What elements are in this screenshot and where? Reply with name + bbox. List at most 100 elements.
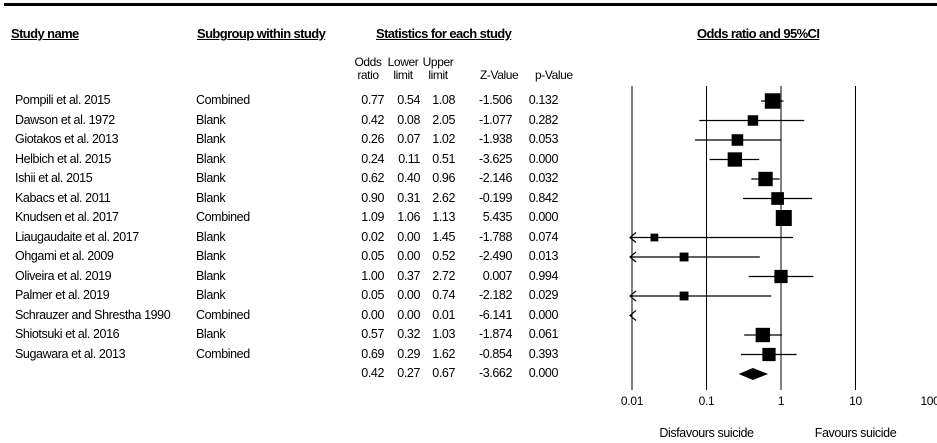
- lower-limit-cell: 0.08: [397, 112, 420, 127]
- ci-arrow: [629, 251, 637, 263]
- upper-limit-cell: 2.05: [432, 112, 455, 127]
- study-name-cell: Liaugaudaite et al. 2017: [15, 229, 139, 244]
- z-value-cell: -2.182: [478, 288, 512, 302]
- study-name-cell: Helbich et al. 2015: [15, 151, 111, 166]
- study-name-cell: Pompili et al. 2015: [15, 93, 111, 107]
- subgroup-cell: Blank: [196, 327, 226, 341]
- effect-marker: [775, 210, 792, 226]
- lower-limit-cell: 1.06: [397, 210, 420, 224]
- p-value-cell: 0.029: [528, 288, 559, 302]
- z-value-cell: -1.788: [478, 229, 512, 244]
- subgroup-cell: Blank: [196, 151, 226, 166]
- subgroup-cell: Blank: [196, 249, 226, 263]
- z-value-cell: -0.199: [478, 190, 512, 205]
- study-name-cell: Ishii et al. 2015: [15, 171, 93, 185]
- subgroup-cell: Blank: [196, 132, 226, 146]
- lower-limit-cell: 0.00: [397, 229, 420, 244]
- lower-limit-cell: 0.11: [398, 151, 420, 166]
- x-tick-label: 1: [778, 394, 785, 408]
- effect-marker: [650, 233, 659, 242]
- p-value-cell: 0.132: [528, 93, 559, 107]
- upper-limit-cell: 1.02: [432, 132, 455, 146]
- odds-ratio-cell: 0.62: [361, 171, 384, 185]
- odds-ratio-cell: 0.05: [361, 249, 384, 263]
- ci-arrow: [629, 290, 637, 302]
- p-value-cell: 0.000: [528, 366, 559, 380]
- study-name-cell: Knudsen et al. 2017: [15, 210, 119, 224]
- ci-arrow: [629, 232, 637, 243]
- z-value-cell: 0.007: [482, 268, 513, 283]
- upper-limit-cell: 1.08: [432, 93, 455, 107]
- odds-ratio-cell: 0.00: [361, 307, 384, 322]
- p-value-cell: 0.032: [528, 171, 559, 185]
- z-value-cell: -1.077: [478, 112, 512, 127]
- upper-limit-cell: 0.67: [432, 366, 455, 380]
- p-value-cell: 0.000: [528, 151, 559, 166]
- effect-marker: [774, 269, 788, 284]
- upper-limit-cell: 0.01: [432, 307, 455, 322]
- odds-ratio-cell: 0.02: [361, 229, 384, 244]
- z-value-cell: -3.662: [478, 366, 512, 380]
- effect-marker: [755, 327, 770, 343]
- lower-limit-cell: 0.40: [397, 171, 420, 185]
- upper-limit-cell: 1.45: [432, 229, 455, 244]
- favours-label: Favours suicide: [815, 426, 897, 440]
- header-subgroup: Subgroup within study: [197, 26, 326, 41]
- odds-ratio-cell: 1.09: [361, 210, 384, 224]
- subgroup-cell: Blank: [196, 288, 226, 302]
- subgroup-cell: Blank: [196, 268, 226, 283]
- lower-limit-cell: 0.37: [397, 268, 420, 283]
- col-header-p-value: p-Value: [535, 68, 573, 82]
- effect-marker: [679, 252, 689, 262]
- z-value-cell: -0.854: [478, 346, 512, 361]
- header-statistics: Statistics for each study: [376, 26, 512, 41]
- odds-ratio-cell: 0.05: [361, 288, 384, 302]
- subgroup-cell: Combined: [196, 93, 250, 107]
- study-name-cell: Giotakos et al. 2013: [15, 132, 119, 146]
- lower-limit-cell: 0.00: [397, 249, 420, 263]
- p-value-cell: 0.994: [528, 268, 559, 283]
- subgroup-cell: Combined: [196, 307, 250, 322]
- upper-limit-cell: 0.52: [432, 249, 455, 263]
- p-value-cell: 0.013: [528, 249, 559, 263]
- odds-ratio-cell: 0.77: [361, 93, 384, 107]
- study-name-cell: Palmer et al. 2019: [15, 288, 110, 302]
- effect-marker: [727, 152, 743, 167]
- subgroup-cell: Combined: [196, 346, 250, 361]
- upper-limit-cell: 2.72: [432, 268, 455, 283]
- col-header-odds-ratio: Odds ratio: [354, 55, 382, 82]
- x-tick-label: 100: [920, 394, 937, 408]
- upper-limit-cell: 2.62: [432, 190, 455, 205]
- lower-limit-cell: 0.32: [397, 327, 420, 341]
- z-value-cell: -2.146: [478, 171, 512, 185]
- p-value-cell: 0.000: [528, 210, 559, 224]
- subgroup-cell: Blank: [196, 190, 226, 205]
- p-value-cell: 0.842: [528, 190, 559, 205]
- odds-ratio-cell: 1.00: [361, 268, 384, 283]
- p-value-cell: 0.393: [528, 346, 559, 361]
- lower-limit-cell: 0.54: [397, 93, 420, 107]
- disfavours-label: Disfavours suicide: [659, 426, 754, 440]
- z-value-cell: -6.141: [478, 307, 512, 322]
- summary-diamond: [738, 368, 769, 380]
- subgroup-cell: Combined: [196, 210, 250, 224]
- header-plot-title: Odds ratio and 95%CI: [697, 26, 820, 41]
- effect-marker: [679, 291, 689, 301]
- study-name-cell: Ohgami et al. 2009: [15, 249, 114, 263]
- odds-ratio-cell: 0.42: [361, 366, 384, 380]
- x-tick-label: 0.01: [621, 394, 644, 408]
- col-header-upper-limit: Upper limit: [422, 55, 454, 82]
- effect-marker: [771, 192, 784, 205]
- lower-limit-cell: 0.00: [397, 307, 420, 322]
- z-value-cell: -1.506: [478, 93, 512, 107]
- effect-marker: [747, 115, 759, 126]
- z-value-cell: -1.874: [478, 327, 512, 341]
- lower-limit-cell: 0.29: [397, 346, 420, 361]
- upper-limit-cell: 0.51: [432, 151, 455, 166]
- effect-marker: [731, 134, 744, 146]
- upper-limit-cell: 1.03: [432, 327, 455, 341]
- subgroup-cell: Blank: [196, 112, 226, 127]
- z-value-cell: -1.938: [478, 132, 512, 146]
- lower-limit-cell: 0.27: [397, 366, 420, 380]
